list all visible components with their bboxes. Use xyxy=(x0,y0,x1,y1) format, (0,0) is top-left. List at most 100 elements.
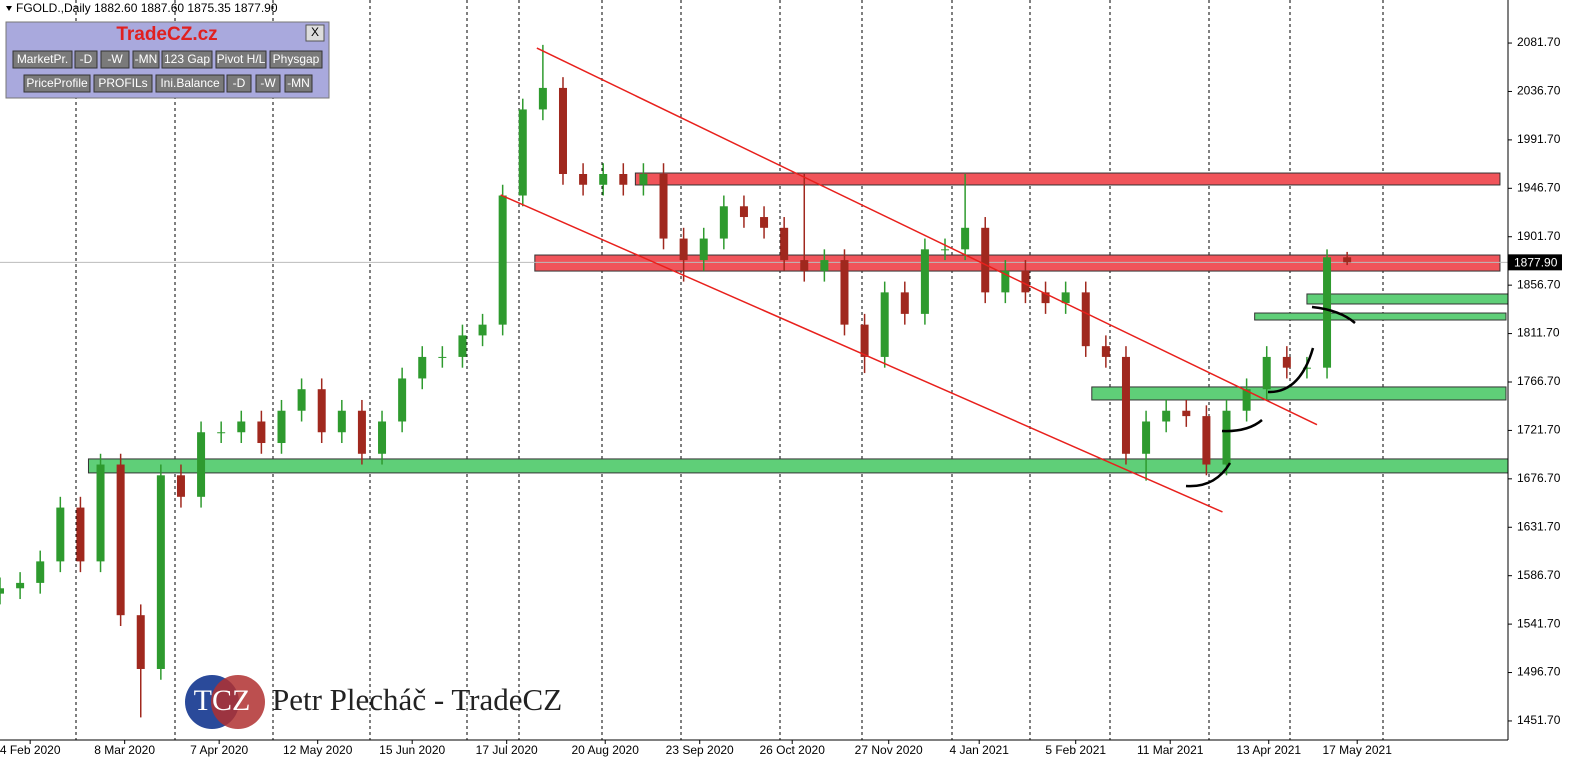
panel-button[interactable]: -D xyxy=(226,74,252,93)
button-bg[interactable] xyxy=(132,50,160,69)
x-tick-label: 27 Nov 2020 xyxy=(855,743,923,757)
button-bg[interactable] xyxy=(269,50,323,69)
panel-button[interactable]: Pivot H/L xyxy=(215,50,267,69)
hand-drawn-mark xyxy=(1311,305,1356,324)
panel-button[interactable]: -MN xyxy=(132,50,160,69)
y-tick-label: 1721.70 xyxy=(1517,423,1561,437)
zone xyxy=(534,254,1501,272)
trendline xyxy=(500,194,1223,513)
candle-body xyxy=(1182,410,1191,417)
candle-body xyxy=(538,87,547,110)
y-tick-label: 1991.70 xyxy=(1517,132,1561,146)
button-bg[interactable] xyxy=(93,74,153,93)
panel: TradeCZ.cz X MarketPr. -D -W -MN 123 Gap Pivo… xyxy=(5,21,330,99)
candle-body xyxy=(1001,270,1010,293)
button-label[interactable]: -D xyxy=(233,76,246,90)
button-label[interactable]: 123 Gap xyxy=(164,52,210,66)
candle-body xyxy=(197,432,206,497)
candle-body xyxy=(679,238,688,261)
panel-button[interactable]: Physgap xyxy=(269,50,323,69)
candle-body xyxy=(1121,356,1130,454)
button-bg[interactable] xyxy=(100,50,130,69)
zone xyxy=(87,458,1509,474)
y-tick-label: 1676.70 xyxy=(1517,471,1561,485)
button-bg[interactable] xyxy=(255,74,281,93)
candle-body xyxy=(36,561,45,583)
y-tick-label: 2081.70 xyxy=(1517,35,1561,49)
x-tick-label: 20 Aug 2020 xyxy=(572,743,640,757)
x-tick-label: 7 Apr 2020 xyxy=(190,743,248,757)
panel-button[interactable]: Ini.Balance xyxy=(155,74,225,93)
candle-body xyxy=(16,582,25,589)
button-label[interactable]: PriceProfile xyxy=(26,76,88,90)
candle-body xyxy=(1162,410,1171,422)
button-bg[interactable] xyxy=(74,50,98,69)
y-tick-label: 1496.70 xyxy=(1517,665,1561,679)
x-tick-label: 17 May 2021 xyxy=(1323,743,1393,757)
button-bg[interactable] xyxy=(284,74,313,93)
panel-button[interactable]: MarketPr. xyxy=(12,50,73,69)
button-label[interactable]: Physgap xyxy=(273,52,320,66)
candle-body xyxy=(558,87,567,174)
y-tick-label: 1901.70 xyxy=(1517,229,1561,243)
logo-right xyxy=(211,675,265,729)
candle-body xyxy=(337,410,346,433)
button-bg[interactable] xyxy=(161,50,213,69)
candle-body xyxy=(136,615,145,669)
candle-body xyxy=(297,389,306,411)
button-bg[interactable] xyxy=(12,50,73,69)
candle-body xyxy=(900,292,909,314)
button-bg[interactable] xyxy=(155,74,225,93)
y-tick-label: 1631.70 xyxy=(1517,519,1561,533)
button-label[interactable]: -W xyxy=(107,52,123,66)
candle-body xyxy=(800,260,809,271)
candle-body xyxy=(116,464,125,616)
button-label[interactable]: -W xyxy=(260,76,276,90)
candle-body xyxy=(317,389,326,433)
button-label[interactable]: -MN xyxy=(287,76,310,90)
panel-title: TradeCZ.cz xyxy=(116,24,217,45)
panel-button[interactable]: PROFILs xyxy=(93,74,153,93)
candle-body xyxy=(56,507,65,562)
candle-body xyxy=(619,173,628,185)
last-price-label: 1877.90 xyxy=(1514,256,1558,270)
close-button[interactable] xyxy=(305,24,325,42)
candle-body xyxy=(880,292,889,357)
panel-button[interactable]: -W xyxy=(100,50,130,69)
button-label[interactable]: MarketPr. xyxy=(17,52,68,66)
candle-body xyxy=(357,410,366,454)
button-label[interactable]: Pivot H/L xyxy=(217,52,266,66)
x-tick-label: 4 Jan 2021 xyxy=(949,743,1009,757)
button-label[interactable]: -D xyxy=(80,52,93,66)
last-price-box xyxy=(1508,254,1562,271)
close-label[interactable]: X xyxy=(311,25,319,39)
x-tick-label: 15 Jun 2020 xyxy=(379,743,445,757)
panel-button[interactable]: 123 Gap xyxy=(161,50,213,69)
candle-body xyxy=(820,260,829,271)
candle-body xyxy=(1101,346,1110,357)
candle-body xyxy=(699,238,708,261)
watermark-text: Petr Plecháč - TradeCZ xyxy=(272,682,562,717)
candle-body xyxy=(1061,292,1070,304)
x-tick-label: 17 Jul 2020 xyxy=(476,743,538,757)
candle-body xyxy=(438,356,447,358)
panel-button[interactable]: PriceProfile xyxy=(23,74,91,93)
button-label[interactable]: PROFILs xyxy=(98,76,147,90)
hand-drawn-mark xyxy=(1185,462,1232,488)
panel-button[interactable]: -MN xyxy=(284,74,313,93)
candle-body xyxy=(1202,416,1211,465)
y-tick-label: 1586.70 xyxy=(1517,568,1561,582)
panel-button[interactable]: -D xyxy=(74,50,98,69)
candle-body xyxy=(1242,389,1251,411)
button-bg[interactable] xyxy=(23,74,91,93)
button-bg[interactable] xyxy=(215,50,267,69)
button-label[interactable]: Ini.Balance xyxy=(160,76,220,90)
y-tick-label: 1766.70 xyxy=(1517,374,1561,388)
menu-arrow[interactable] xyxy=(6,6,12,11)
panel-button[interactable]: -W xyxy=(255,74,281,93)
button-bg[interactable] xyxy=(226,74,252,93)
candle-body xyxy=(458,335,467,357)
plot xyxy=(0,44,1509,718)
candle-body xyxy=(719,206,728,239)
button-label[interactable]: -MN xyxy=(135,52,158,66)
